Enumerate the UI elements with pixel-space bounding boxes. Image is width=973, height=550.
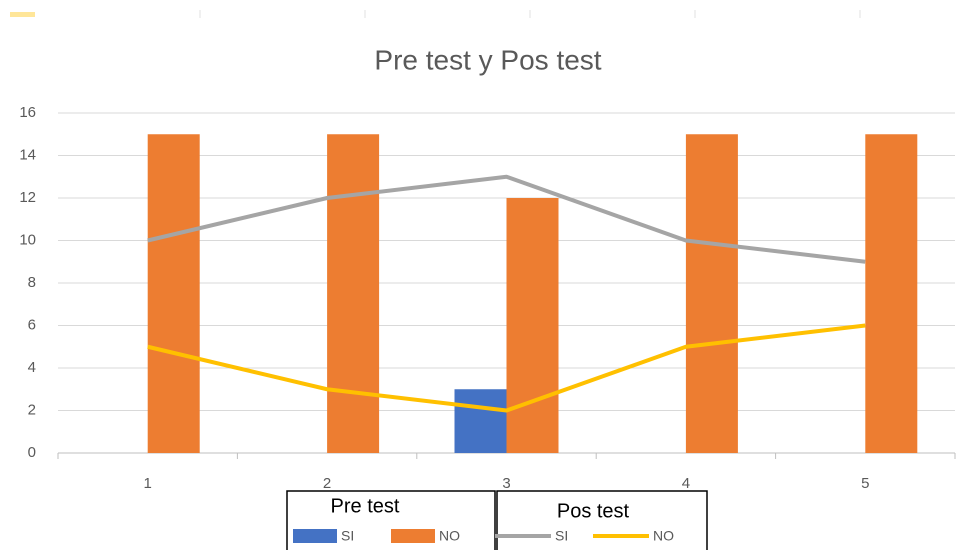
y-tick-label: 14 xyxy=(19,146,36,163)
bar xyxy=(865,134,918,453)
legend-box xyxy=(286,490,496,550)
top-strip-mark xyxy=(10,12,35,17)
bar xyxy=(327,134,380,453)
y-tick-label: 0 xyxy=(28,444,36,461)
legend-swatch xyxy=(391,529,435,543)
y-tick-label: 6 xyxy=(28,316,36,333)
y-tick-label: 16 xyxy=(19,104,36,121)
x-tick-label: 4 xyxy=(682,475,690,492)
bar xyxy=(506,198,559,453)
line xyxy=(147,323,866,413)
legend-label: NO xyxy=(653,528,674,544)
y-tick-label: 4 xyxy=(28,359,36,376)
y-tick-label: 2 xyxy=(28,401,36,418)
bar xyxy=(685,134,738,453)
line xyxy=(147,174,866,264)
y-tick-label: 10 xyxy=(19,231,36,248)
x-tick-label: 3 xyxy=(502,475,510,492)
legend-label: SI xyxy=(341,528,354,544)
legend-group-title: Pre test xyxy=(331,495,400,517)
y-tick-label: 8 xyxy=(28,274,36,291)
bar xyxy=(454,389,507,453)
legend-box xyxy=(496,490,708,550)
bar xyxy=(147,134,200,453)
x-tick-label: 1 xyxy=(144,475,152,492)
legend-label: SI xyxy=(555,528,568,544)
legend-label: NO xyxy=(439,528,460,544)
x-tick-label: 5 xyxy=(861,475,869,492)
x-tick-label: 2 xyxy=(323,475,331,492)
legend-swatch xyxy=(293,529,337,543)
y-tick-label: 12 xyxy=(19,189,36,206)
legend-group-title: Pos test xyxy=(557,500,630,522)
chart-title: Pre test y Pos test xyxy=(374,44,601,75)
